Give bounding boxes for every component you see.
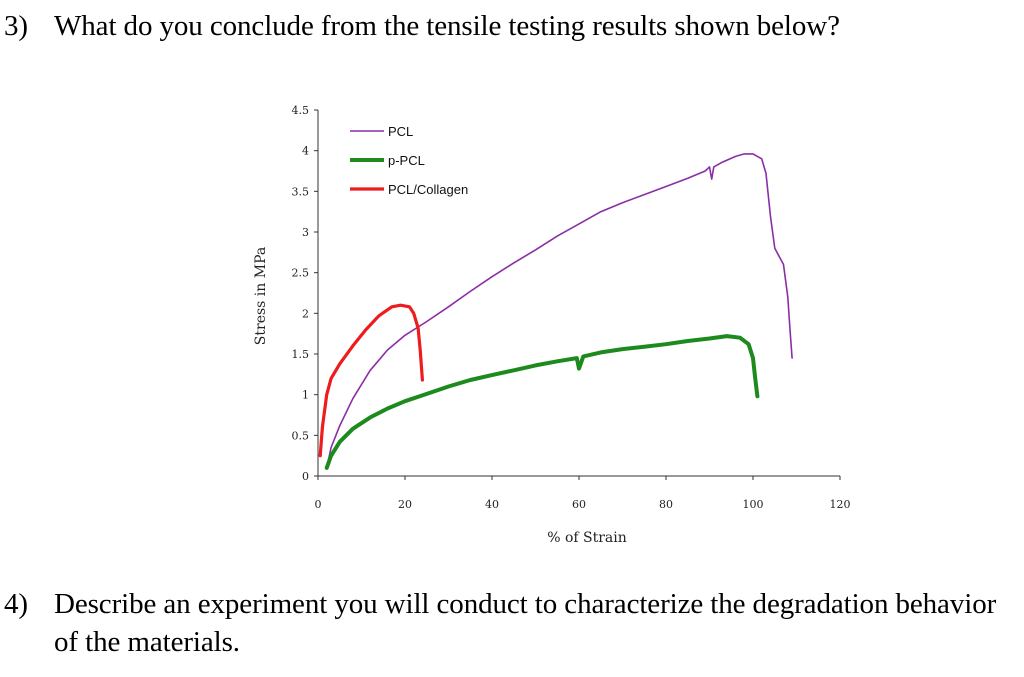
x-tick-label: 100	[743, 498, 764, 511]
y-tick-label: 1	[302, 389, 309, 402]
series-line-1	[324, 334, 760, 470]
y-tick-label: 4.5	[292, 104, 310, 117]
question-4: 4) Describe an experiment you will conduc…	[4, 585, 1014, 661]
y-axis-title: Stress in MPa	[253, 247, 269, 345]
x-tick-label: 120	[830, 498, 851, 511]
question-3: 3) What do you conclude from the tensile …	[4, 7, 1014, 45]
x-tick-label: 80	[659, 498, 673, 511]
y-tick-label: 3	[302, 226, 309, 239]
legend-label-1: p-PCL	[388, 153, 425, 168]
question-3-number: 3)	[4, 10, 28, 42]
x-axis-title: % of Strain	[547, 530, 627, 546]
x-tick-label: 40	[485, 498, 499, 511]
y-tick-label: 2.5	[292, 267, 310, 280]
x-tick-label: 0	[315, 498, 322, 511]
series-line-0	[325, 153, 793, 469]
series-line-2	[318, 303, 424, 458]
y-tick-label: 4	[302, 145, 309, 158]
y-tick-label: 1.5	[292, 348, 310, 361]
y-tick-label: 0	[302, 470, 309, 483]
y-tick-label: 2	[302, 307, 309, 320]
question-4-text: Describe an experiment you will conduct …	[54, 588, 997, 658]
x-tick-label: 20	[398, 498, 412, 511]
legend-label-2: PCL/Collagen	[388, 182, 468, 197]
question-4-number: 4)	[4, 588, 28, 620]
question-3-text: What do you conclude from the tensile te…	[54, 10, 840, 42]
legend-label-0: PCL	[388, 124, 413, 139]
y-tick-label: 0.5	[292, 429, 310, 442]
y-tick-label: 3.5	[292, 185, 310, 198]
x-tick-label: 60	[572, 498, 586, 511]
